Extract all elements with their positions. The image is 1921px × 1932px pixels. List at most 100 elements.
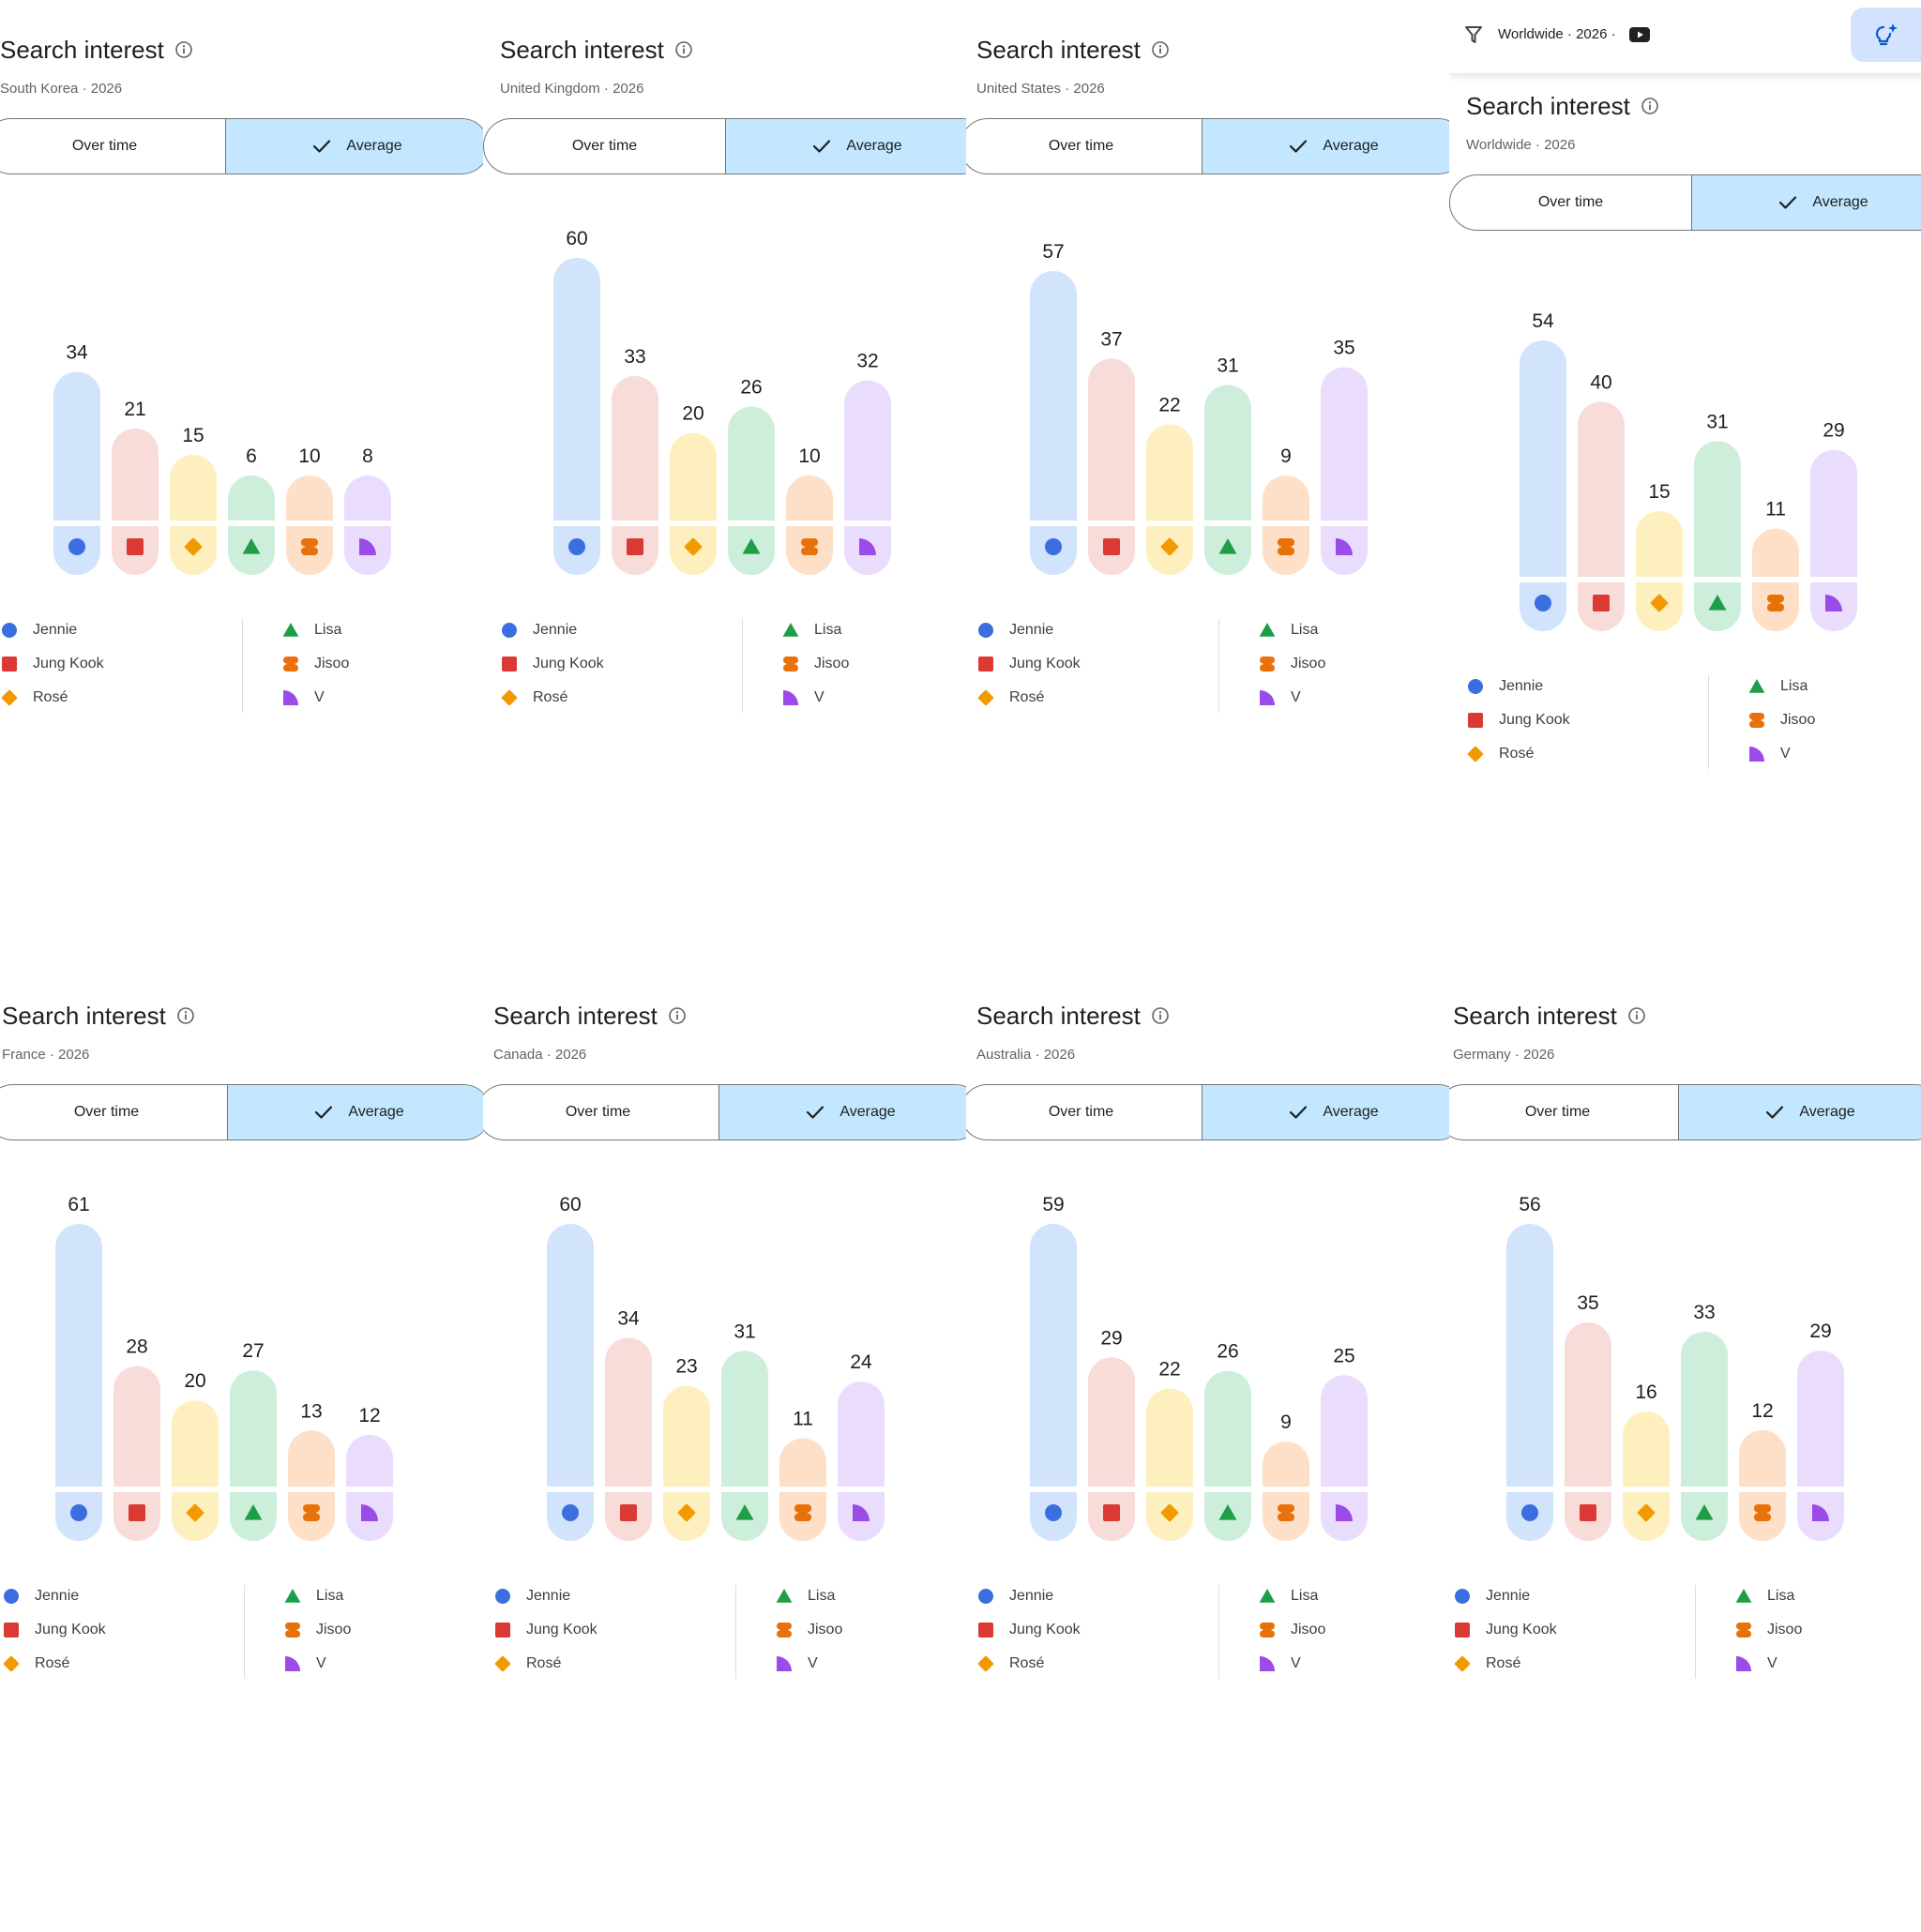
legend-item[interactable]: Rosé [0,687,68,709]
chart-title: Search interest [0,36,164,64]
separator-dot: · [78,81,91,97]
info-icon[interactable] [668,1006,687,1025]
info-icon[interactable] [1151,40,1170,59]
legend-item[interactable]: Jisoo [1258,653,1325,675]
legend-item[interactable]: Rosé [493,1653,561,1675]
legend-item[interactable]: V [1258,1653,1301,1675]
legend-item[interactable]: Jennie [2,1585,79,1607]
region-label: United Kingdom [500,81,600,97]
legend-item[interactable]: Jisoo [1747,709,1815,732]
legend-item[interactable]: Rosé [1466,743,1534,765]
legend-item[interactable]: Jisoo [1734,1619,1802,1641]
legend-label: Lisa [1291,1588,1319,1604]
value-label: 11 [793,1409,813,1430]
chart-title: Search interest [1453,1002,1617,1030]
legend-item[interactable]: Jennie [500,619,577,641]
legend-item[interactable]: Lisa [1734,1585,1794,1607]
over-time-button[interactable]: Over time [0,1085,228,1140]
legend-item[interactable]: Jung Kook [1453,1619,1557,1641]
over-time-button[interactable]: Over time [483,1085,719,1140]
legend-item[interactable]: Lisa [781,619,841,641]
bar-v: 12 [346,1405,393,1541]
legend-item[interactable]: Jung Kook [976,1619,1081,1641]
circle-icon [1455,1589,1470,1604]
info-icon[interactable] [1641,97,1659,115]
legend-item[interactable]: V [1734,1653,1777,1675]
over-time-button[interactable]: Over time [966,1085,1203,1140]
legend-item[interactable]: Jennie [976,619,1053,641]
legend-item[interactable]: Jennie [493,1585,570,1607]
bar-ros-: 20 [172,1370,219,1541]
legend-item[interactable]: Jung Kook [976,653,1081,675]
bar [230,1370,277,1541]
legend-item[interactable]: Lisa [1747,675,1808,698]
bar [1694,441,1741,631]
info-icon[interactable] [176,1006,195,1025]
legend-item[interactable]: Lisa [281,619,341,641]
flower-icon [283,657,298,672]
average-button[interactable]: Average [726,119,966,174]
legend-item[interactable]: Jung Kook [1466,709,1570,732]
over-time-button[interactable]: Over time [1450,175,1692,230]
triangle-icon [1735,1589,1752,1603]
average-button[interactable]: Average [1203,119,1449,174]
legend-item[interactable]: V [1747,743,1791,765]
legend-item[interactable]: V [283,1653,326,1675]
legend-item[interactable]: V [775,1653,818,1675]
over-time-button[interactable]: Over time [966,119,1203,174]
legend-item[interactable]: Jennie [1466,675,1543,698]
legend-item[interactable]: Rosé [500,687,567,709]
legend-item[interactable]: Jennie [1453,1585,1530,1607]
legend-item[interactable]: Jisoo [283,1619,351,1641]
average-button[interactable]: Average [226,119,483,174]
legend-item[interactable]: V [281,687,325,709]
legend-item[interactable]: Jung Kook [2,1619,106,1641]
legend-label: Lisa [314,622,342,638]
legend-item[interactable]: Jisoo [775,1619,842,1641]
average-button[interactable]: Average [1679,1085,1921,1140]
legend-item[interactable]: V [1258,687,1301,709]
youtube-icon[interactable] [1629,27,1650,42]
legend-item[interactable]: Jung Kook [500,653,604,675]
legend-item[interactable]: Rosé [976,1653,1044,1675]
legend-item[interactable]: Jisoo [281,653,349,675]
legend-item[interactable]: Lisa [775,1585,835,1607]
flower-icon [777,1623,792,1638]
filter-icon[interactable] [1464,24,1483,45]
legend-item[interactable]: Lisa [283,1585,343,1607]
legend-item[interactable]: Rosé [1453,1653,1520,1675]
insights-button[interactable] [1851,8,1921,62]
value-label: 23 [675,1356,697,1378]
legend-item[interactable]: Rosé [2,1653,69,1675]
over-time-button[interactable]: Over time [0,119,226,174]
bar [172,1400,219,1541]
legend-item[interactable]: Lisa [1258,619,1318,641]
bar-jisoo: 9 [1263,1411,1309,1541]
info-icon[interactable] [174,40,193,59]
legend-item[interactable]: Rosé [976,687,1044,709]
average-button[interactable]: Average [228,1085,483,1140]
legend-item[interactable]: V [781,687,824,709]
over-time-button[interactable]: Over time [484,119,726,174]
chart-title: Search interest [976,36,1141,64]
legend-item[interactable]: Lisa [1258,1585,1318,1607]
diamond-icon [1,689,18,706]
legend-item[interactable]: Jennie [0,619,77,641]
info-icon[interactable] [674,40,693,59]
location-filter-label[interactable]: Worldwide · 2026 · [1498,26,1616,42]
over-time-button[interactable]: Over time [1449,1085,1679,1140]
info-icon[interactable] [1627,1006,1646,1025]
average-button[interactable]: Average [1692,175,1921,230]
square-icon [495,1623,510,1638]
average-button[interactable]: Average [1203,1085,1449,1140]
legend-item[interactable]: Jung Kook [0,653,104,675]
legend-label: Lisa [1780,678,1808,694]
average-button[interactable]: Average [719,1085,966,1140]
legend-item[interactable]: Jennie [976,1585,1053,1607]
triangle-icon [1218,538,1237,554]
legend-label: V [316,1655,326,1671]
info-icon[interactable] [1151,1006,1170,1025]
legend-item[interactable]: Jisoo [1258,1619,1325,1641]
legend-item[interactable]: Jisoo [781,653,849,675]
legend-item[interactable]: Jung Kook [493,1619,597,1641]
